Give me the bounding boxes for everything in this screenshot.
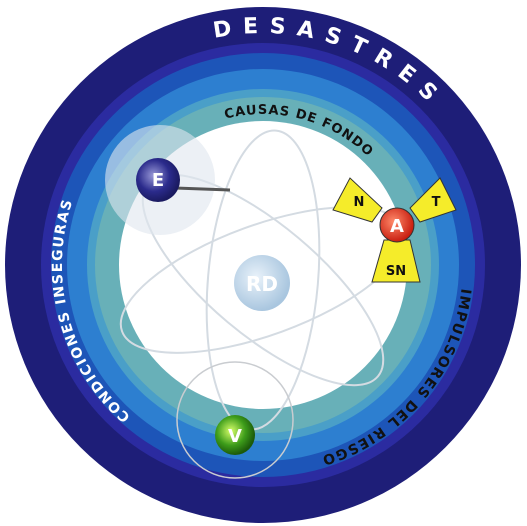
blade-label: N <box>354 195 365 210</box>
node-label: RD <box>246 272 278 296</box>
node-rd: RD <box>234 255 290 311</box>
node-label: V <box>228 426 242 447</box>
blade-label: T <box>432 195 441 210</box>
node-v: V <box>176 361 294 479</box>
node-label: E <box>152 170 164 191</box>
hazard-center-label: A <box>390 216 404 237</box>
hazard-symbol: N T SN A <box>332 177 457 283</box>
node-e: E <box>105 125 231 235</box>
blade-label: SN <box>386 264 406 279</box>
